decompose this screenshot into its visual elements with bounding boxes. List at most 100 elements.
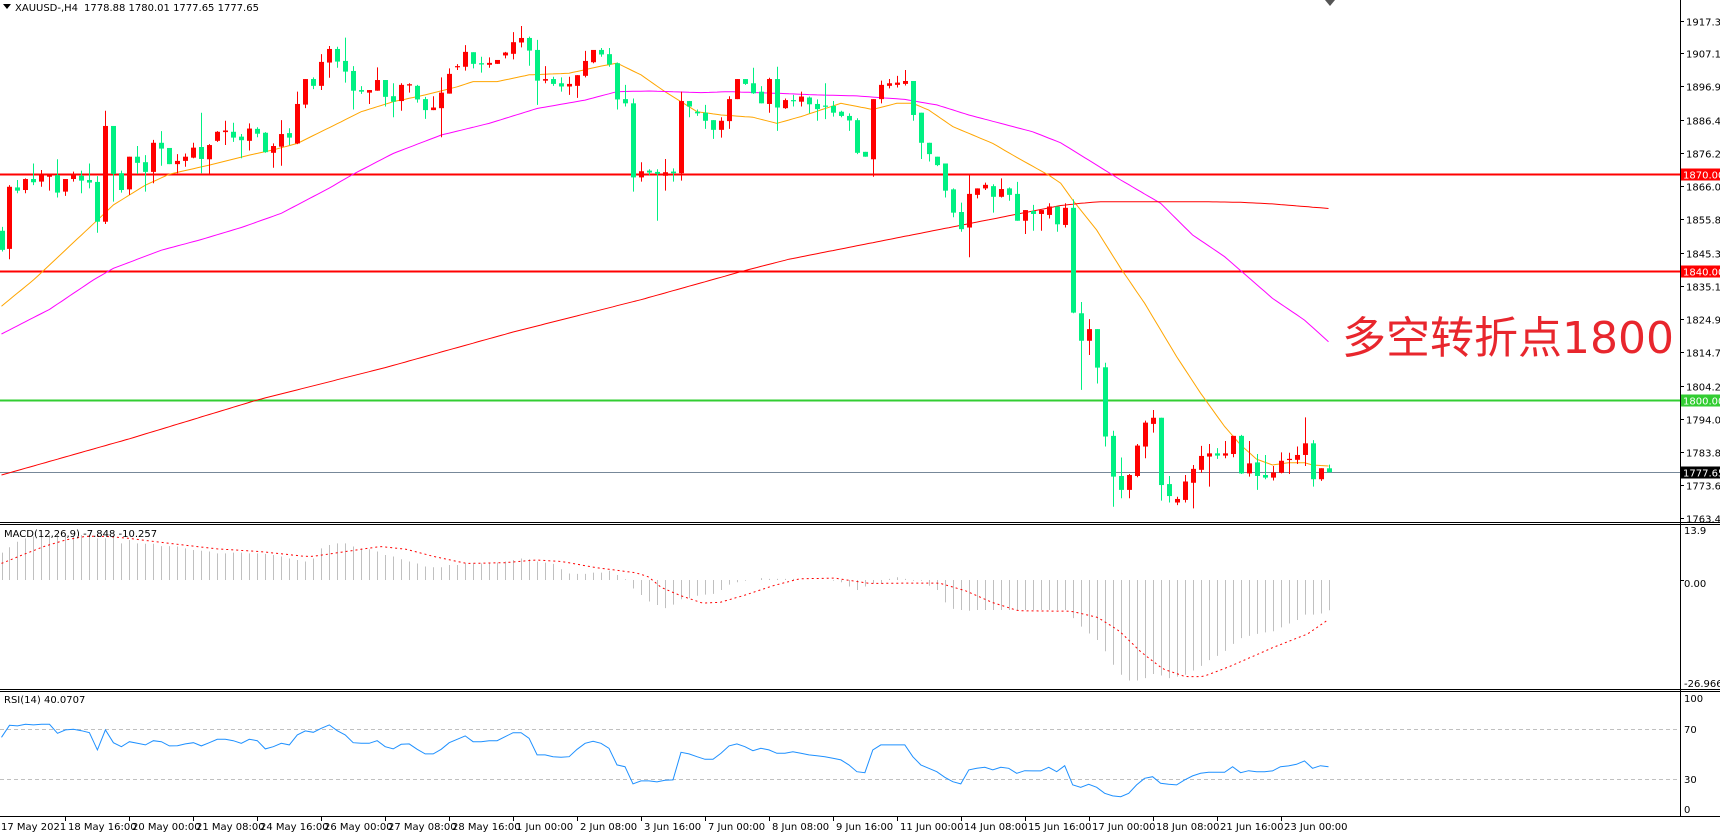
candle-bullish[interactable] — [903, 69, 908, 86]
candle-bullish[interactable] — [439, 77, 444, 138]
candle-bullish[interactable] — [783, 98, 788, 109]
candle-bullish[interactable] — [871, 99, 876, 177]
candle-bullish[interactable] — [1087, 319, 1092, 355]
candle-bullish[interactable] — [1151, 409, 1156, 433]
candle-bullish[interactable] — [431, 96, 436, 111]
candle-bullish[interactable] — [447, 68, 452, 94]
candle-bullish[interactable] — [47, 175, 52, 191]
candle-bullish[interactable] — [591, 49, 596, 64]
candle-bullish[interactable] — [399, 83, 404, 111]
candle-bearish[interactable] — [1031, 204, 1036, 231]
main-pane[interactable] — [0, 25, 1680, 509]
candle-bearish[interactable] — [535, 39, 540, 105]
candle-bearish[interactable] — [255, 127, 260, 138]
candle-bearish[interactable] — [855, 118, 860, 155]
candle-bearish[interactable] — [471, 52, 476, 69]
candle-bearish[interactable] — [167, 147, 172, 165]
candle-bullish[interactable] — [1175, 496, 1180, 506]
candle-bullish[interactable] — [103, 110, 108, 224]
candle-bullish[interactable] — [223, 120, 228, 146]
candle-bearish[interactable] — [791, 94, 796, 107]
candle-bullish[interactable] — [1135, 443, 1140, 478]
candle-bullish[interactable] — [151, 139, 156, 184]
candle-bearish[interactable] — [1239, 434, 1244, 475]
candle-bearish[interactable] — [1167, 475, 1172, 503]
candle-bearish[interactable] — [423, 96, 428, 119]
candle-bearish[interactable] — [743, 79, 748, 85]
candle-bearish[interactable] — [119, 170, 124, 193]
candle-bullish[interactable] — [1127, 474, 1132, 499]
candle-bearish[interactable] — [951, 188, 956, 218]
candle-bearish[interactable] — [527, 36, 532, 66]
candle-bullish[interactable] — [1183, 475, 1188, 503]
candle-bullish[interactable] — [7, 185, 12, 260]
candle-bullish[interactable] — [1047, 203, 1052, 219]
candle-bearish[interactable] — [1159, 417, 1164, 501]
candle-bearish[interactable] — [1215, 448, 1220, 459]
candle-bearish[interactable] — [815, 99, 820, 121]
candle-bullish[interactable] — [1143, 420, 1148, 459]
candle-bullish[interactable] — [1191, 464, 1196, 509]
candle-bearish[interactable] — [87, 163, 92, 189]
candle-bullish[interactable] — [71, 171, 76, 182]
candle-bullish[interactable] — [543, 66, 548, 84]
candle-bullish[interactable] — [175, 154, 180, 174]
candle-bullish[interactable] — [295, 91, 300, 145]
candle-bearish[interactable] — [1103, 362, 1108, 447]
candle-bullish[interactable] — [799, 91, 804, 107]
candle-bullish[interactable] — [1303, 417, 1308, 466]
candle-bullish[interactable] — [895, 75, 900, 88]
candle-bearish[interactable] — [343, 37, 348, 83]
candle-bullish[interactable] — [663, 158, 668, 191]
candle-bullish[interactable] — [1319, 468, 1324, 481]
candle-bullish[interactable] — [495, 59, 500, 64]
candle-bullish[interactable] — [1247, 441, 1252, 477]
candle-bearish[interactable] — [415, 84, 420, 103]
candle-bullish[interactable] — [1295, 446, 1300, 465]
candle-bearish[interactable] — [311, 77, 316, 90]
candle-bearish[interactable] — [823, 83, 828, 120]
candle-bullish[interactable] — [679, 91, 684, 181]
candle-bullish[interactable] — [567, 76, 572, 95]
candle-bearish[interactable] — [807, 96, 812, 114]
macd-pane[interactable] — [1, 534, 1330, 681]
candle-bullish[interactable] — [999, 178, 1004, 198]
candle-bullish[interactable] — [407, 83, 412, 93]
candle-bearish[interactable] — [391, 83, 396, 118]
candle-bullish[interactable] — [39, 169, 44, 187]
candle-bullish[interactable] — [327, 46, 332, 78]
candle-bullish[interactable] — [719, 117, 724, 138]
candle-bearish[interactable] — [1079, 301, 1084, 390]
candle-bearish[interactable] — [687, 101, 692, 118]
candle-bullish[interactable] — [1287, 452, 1292, 475]
candle-bearish[interactable] — [839, 110, 844, 118]
candle-bullish[interactable] — [1023, 210, 1028, 235]
candle-bearish[interactable] — [607, 47, 612, 67]
candle-bearish[interactable] — [911, 80, 916, 121]
candle-bearish[interactable] — [143, 155, 148, 192]
candle-bullish[interactable] — [487, 57, 492, 68]
candle-bullish[interactable] — [247, 123, 252, 151]
candle-bearish[interactable] — [655, 169, 660, 221]
candle-bearish[interactable] — [711, 120, 716, 139]
candle-bearish[interactable] — [1119, 457, 1124, 499]
candle-bullish[interactable] — [191, 142, 196, 159]
candle-bullish[interactable] — [1231, 435, 1236, 458]
candle-bullish[interactable] — [727, 96, 732, 129]
candle-bearish[interactable] — [1263, 454, 1268, 480]
candle-bullish[interactable] — [735, 79, 740, 100]
candle-bearish[interactable] — [647, 169, 652, 176]
candle-bearish[interactable] — [863, 151, 868, 157]
candle-bullish[interactable] — [519, 25, 524, 48]
candle-bearish[interactable] — [775, 66, 780, 131]
triangle-down-icon[interactable] — [3, 4, 11, 9]
candle-bearish[interactable] — [703, 104, 708, 129]
candle-bearish[interactable] — [231, 122, 236, 142]
candle-bearish[interactable] — [943, 163, 948, 198]
candle-bearish[interactable] — [55, 159, 60, 198]
candle-bearish[interactable] — [111, 125, 116, 202]
rsi-pane[interactable] — [0, 723, 1680, 798]
candle-bearish[interactable] — [847, 113, 852, 131]
candle-bearish[interactable] — [671, 168, 676, 182]
